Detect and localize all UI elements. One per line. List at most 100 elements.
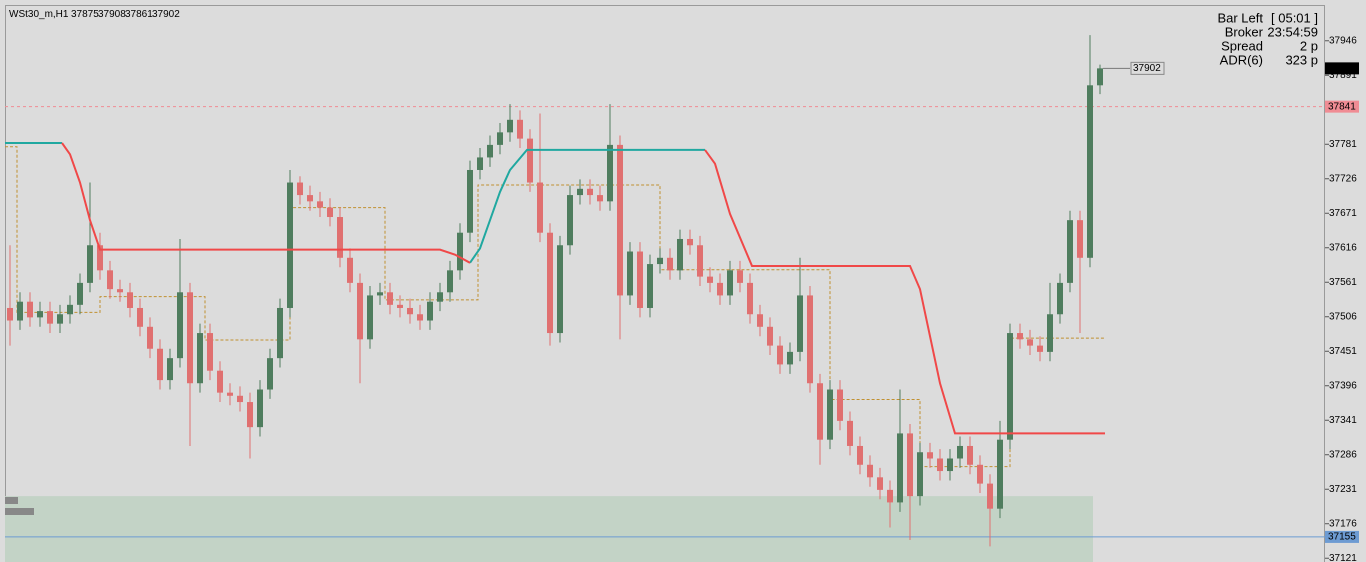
- candle-body: [517, 119, 523, 139]
- candle-body: [707, 276, 713, 283]
- y-tick-label: 37891: [1329, 70, 1357, 81]
- y-tick-label: 37286: [1329, 449, 1357, 460]
- indicator-line: [61, 142, 471, 264]
- candle-body: [1067, 220, 1073, 283]
- candle-body: [657, 257, 663, 265]
- candle-body: [807, 295, 813, 384]
- plot-frame: [5, 5, 1325, 562]
- candle-body: [1097, 68, 1103, 86]
- candle-body: [487, 144, 493, 158]
- candle-body: [1087, 85, 1093, 258]
- candle-body: [897, 433, 903, 503]
- candle-body: [247, 402, 253, 428]
- candle-body: [497, 132, 503, 145]
- candle-body: [587, 188, 593, 196]
- level-label-bg: [1325, 530, 1359, 543]
- candle-body: [457, 232, 463, 271]
- y-tick-label: 37121: [1329, 553, 1357, 562]
- candle-body: [367, 295, 373, 340]
- candle-body: [387, 292, 393, 305]
- candle-body: [937, 458, 943, 472]
- candle-body: [907, 433, 913, 497]
- candle-body: [977, 464, 983, 484]
- candle-body: [277, 307, 283, 359]
- y-tick-label: 37341: [1329, 415, 1357, 426]
- candle-body: [187, 292, 193, 384]
- candle-body: [207, 333, 213, 371]
- level-label-bg: [1325, 100, 1359, 113]
- level-label: 37841: [1328, 101, 1356, 112]
- candle-body: [7, 307, 13, 321]
- candle-body: [797, 295, 803, 352]
- symbol: WSt30_m,H1: [9, 9, 69, 20]
- candle-body: [1007, 333, 1013, 440]
- candle-body: [407, 307, 413, 315]
- candle-body: [627, 251, 633, 296]
- candle-body: [357, 282, 363, 340]
- candle-body: [97, 245, 103, 271]
- candle-body: [257, 389, 263, 428]
- candle-body: [877, 477, 883, 490]
- candle-body: [87, 245, 93, 283]
- candle-body: [1037, 345, 1043, 352]
- candle-body: [597, 195, 603, 202]
- candle-body: [167, 358, 173, 381]
- candle-body: [557, 245, 563, 334]
- info-value: 2 p: [1300, 38, 1318, 53]
- info-label: Broker: [1225, 24, 1264, 39]
- candle-body: [337, 217, 343, 258]
- plot-layers: 3794637891378363778137726376713761637561…: [5, 35, 1359, 562]
- y-tick-label: 37506: [1329, 311, 1357, 322]
- candle-body: [1027, 339, 1033, 346]
- info-value: [ 05:01 ]: [1271, 10, 1318, 25]
- y-tick-label: 37671: [1329, 208, 1357, 219]
- candle-body: [1077, 220, 1083, 258]
- header-close: 37902: [152, 9, 180, 20]
- info-label: Spread: [1221, 38, 1263, 53]
- candle-body: [177, 292, 183, 359]
- candle-body: [307, 195, 313, 202]
- y-tick-label: 37176: [1329, 518, 1357, 529]
- side-tab[interactable]: [5, 508, 34, 515]
- candle-body: [617, 144, 623, 296]
- price-box: [1130, 61, 1165, 75]
- candle-body: [857, 445, 863, 465]
- info-label: ADR(6): [1220, 52, 1263, 67]
- candle-body: [37, 311, 43, 318]
- candle-body: [817, 383, 823, 440]
- candle-body: [667, 257, 673, 271]
- candle-body: [507, 119, 513, 133]
- candle-body: [437, 292, 443, 302]
- header-open: 37875: [71, 9, 99, 20]
- candle-body: [727, 270, 733, 296]
- candle-body: [637, 251, 643, 308]
- side-tab[interactable]: [5, 497, 18, 504]
- candle-body: [107, 270, 113, 290]
- candle-body: [957, 445, 963, 459]
- candle-body: [267, 358, 273, 390]
- candle-body: [537, 182, 543, 233]
- candle-body: [127, 292, 133, 308]
- candle-body: [67, 304, 73, 315]
- candle-body: [57, 314, 63, 324]
- info-value: 323 p: [1285, 52, 1318, 67]
- candle-body: [827, 389, 833, 440]
- candle-body: [677, 238, 683, 271]
- candle-body: [697, 245, 703, 277]
- candle-body: [297, 182, 303, 196]
- candle-body: [777, 345, 783, 365]
- candle-body: [737, 270, 743, 283]
- candle-body: [27, 301, 33, 318]
- y-tick-label: 37396: [1329, 380, 1357, 391]
- candle-body: [17, 301, 23, 321]
- candle-body: [607, 144, 613, 202]
- candle-body: [947, 458, 953, 472]
- header-high: 37908: [98, 9, 126, 20]
- candle-body: [327, 207, 333, 218]
- candle-body: [927, 452, 933, 459]
- price-label: 37902: [1133, 63, 1161, 74]
- candle-body: [417, 314, 423, 321]
- candle-body: [1047, 314, 1053, 352]
- candle-body: [687, 238, 693, 246]
